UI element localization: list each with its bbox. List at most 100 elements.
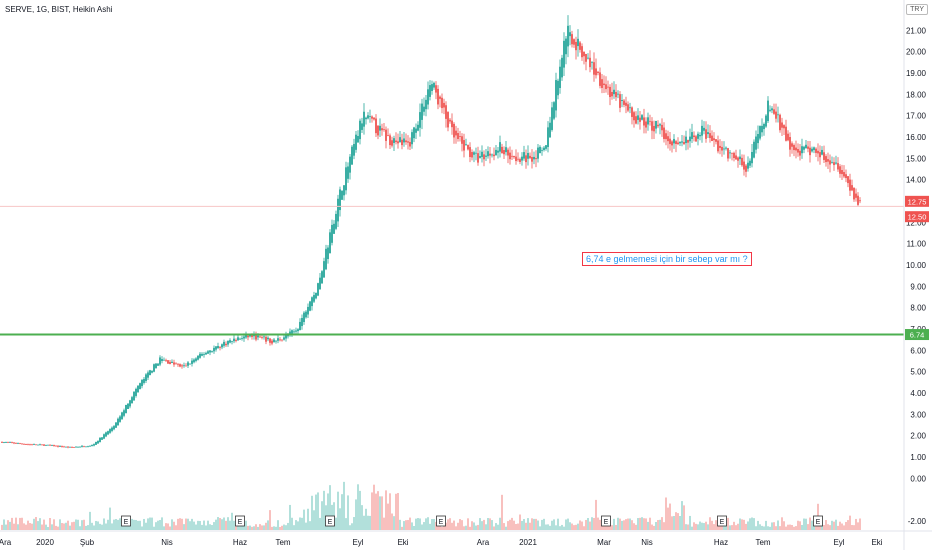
candle-body (303, 312, 305, 323)
candle-body (603, 83, 605, 86)
volume-bar (147, 518, 149, 530)
earnings-marker[interactable] (601, 515, 611, 527)
volume-bar (353, 517, 355, 530)
volume-bar (565, 519, 567, 530)
candle-body (607, 86, 609, 88)
candle-body (685, 136, 687, 144)
volume-bar (349, 525, 351, 530)
volume-bar (783, 521, 785, 530)
candle-body (725, 147, 727, 149)
candle-body (635, 116, 637, 124)
volume-bar (721, 524, 723, 530)
volume-bar (689, 515, 691, 530)
candle-body (657, 124, 659, 127)
volume-bar (9, 521, 11, 530)
volume-bar (89, 511, 91, 530)
volume-bar (235, 526, 237, 530)
volume-bar (659, 519, 661, 530)
candle-body (45, 444, 47, 446)
candle-body (353, 144, 355, 156)
candle-body (265, 336, 267, 342)
candle-body (785, 126, 787, 141)
earnings-marker[interactable] (813, 515, 823, 527)
currency-badge[interactable]: TRY (906, 4, 928, 15)
time-axis[interactable]: Ara 2020 Şub Nis Haz Tem Eyl Eki Ara 2021 Mar Nis Ha… (0, 538, 883, 547)
volume-bar (521, 520, 523, 530)
candle-body (815, 148, 817, 153)
volume-bar (177, 518, 179, 530)
volume-bar (119, 518, 121, 530)
candle-body (719, 145, 721, 148)
candle-body (503, 150, 505, 155)
price-tick-label: 9.00 (910, 282, 926, 291)
candle-body (319, 277, 321, 290)
candle-body (585, 53, 587, 62)
candle-body (523, 152, 525, 159)
volume-bar (305, 522, 307, 530)
volume-bar (107, 519, 109, 530)
candle-body (557, 80, 559, 96)
volume-bar (287, 522, 289, 530)
candle-body (269, 338, 271, 343)
candle-body (847, 176, 849, 184)
candle-body (543, 147, 545, 150)
volume-bar (31, 523, 33, 530)
candle-body (211, 351, 213, 352)
earnings-marker[interactable] (325, 515, 335, 527)
earnings-marker[interactable] (235, 515, 245, 527)
volume-bar (807, 524, 809, 530)
candle-body (749, 160, 751, 166)
annotation-callout[interactable]: 6,74 e gelmemesi için bir sebep var mı ? (582, 252, 752, 266)
price-axis[interactable]: -2.000.001.002.003.004.005.006.007.008.0… (906, 26, 927, 526)
volume-bar (329, 485, 331, 530)
candle-body (277, 338, 279, 341)
candle-body (823, 152, 825, 160)
price-tick-label: 8.00 (910, 304, 926, 313)
volume-bar (769, 526, 771, 530)
volume-bar (503, 523, 505, 530)
candle-body (515, 156, 517, 162)
candle-body (341, 190, 343, 200)
volume-bar (185, 518, 187, 530)
volume-bar (327, 493, 329, 530)
candle-body (193, 359, 195, 363)
earnings-marker[interactable] (436, 515, 446, 527)
horizontal-lines[interactable] (0, 205, 904, 336)
candle-body (419, 112, 421, 128)
volume-bar (749, 518, 751, 530)
candle-body (803, 146, 805, 150)
candle-body (385, 129, 387, 141)
price-tick-label: 3.00 (910, 410, 926, 419)
volume-bar (263, 525, 265, 530)
candle-body (39, 444, 41, 446)
candle-body (579, 42, 581, 50)
candle-body (487, 151, 489, 157)
volume-bar (401, 526, 403, 530)
volume-bar (575, 524, 577, 530)
candle-body (9, 442, 11, 443)
candle-body (343, 185, 345, 196)
candle-body (675, 141, 677, 144)
candle-body (231, 340, 233, 342)
volume-bar (737, 523, 739, 530)
candle-body (443, 102, 445, 108)
earnings-marker[interactable] (121, 515, 131, 527)
candle-body (651, 121, 653, 131)
candle-body (757, 133, 759, 144)
candle-body (839, 166, 841, 174)
volume-bar (455, 526, 457, 530)
volume-bar (473, 522, 475, 530)
volume-bar (493, 526, 495, 530)
volume-bar (159, 519, 161, 530)
volume-bar (447, 519, 449, 530)
candle-body (53, 445, 55, 447)
volume-bar (773, 522, 775, 530)
candle-body (145, 374, 147, 381)
candle-body (761, 125, 763, 133)
earnings-marker[interactable] (717, 515, 727, 527)
volume-bar (211, 525, 213, 530)
candle-body (201, 353, 203, 356)
volume-bar (843, 525, 845, 530)
